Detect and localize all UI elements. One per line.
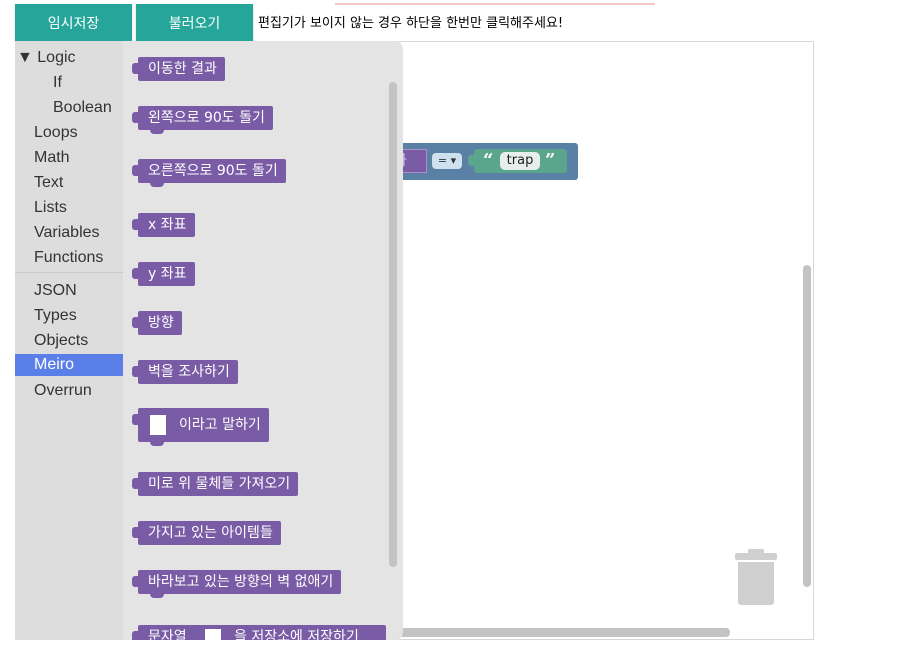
block-save-string-label-a: 문자열 [148,629,187,640]
category-loops[interactable]: Loops [34,124,78,141]
category-meiro[interactable]: Meiro [15,354,123,376]
block-save-string-label-b: 을 저장소에 저장하기 [234,629,359,640]
block-say-label: 이라고 말하기 [179,417,261,433]
operator-dropdown[interactable]: = ▾ [432,153,462,169]
block-say[interactable]: 이라고 말하기 [132,408,269,446]
block-direction[interactable]: 방향 [132,311,182,335]
block-move-result[interactable]: 이동한 결과 [132,57,225,81]
workspace-horizontal-scrollbar[interactable] [398,628,730,637]
block-remove-facing-wall[interactable]: 바라보고 있는 방향의 벽 없애기 [131,570,342,598]
temp-save-button[interactable]: 임시저장 [15,4,132,41]
block-held-items[interactable]: 가지고 있는 아이템들 [132,521,281,545]
quote-close: ” [545,150,556,171]
category-json[interactable]: JSON [34,282,77,299]
block-turn-right[interactable]: 오른쪽으로 90도 돌기 [132,159,286,187]
load-button[interactable]: 불러오기 [136,4,253,41]
toolbox: ▼ Logic If Boolean Loops Math Text Lists… [15,41,123,640]
block-save-string[interactable]: 문자열 을 저장소에 저장하기 [132,625,386,640]
category-overrun[interactable]: Overrun [34,382,92,399]
category-lists[interactable]: Lists [34,199,67,216]
block-turn-left[interactable]: 왼쪽으로 90도 돌기 [132,106,273,134]
save-string-input-socket [205,629,221,640]
block-get-maze-objects[interactable]: 미로 위 물체들 가져오기 [131,472,299,496]
block-check-wall[interactable]: 벽을 조사하기 [132,360,238,384]
block-flyout: 이동한 결과 왼쪽으로 90도 돌기 오른쪽으로 90도 돌기 x 좌표 y 좌… [123,41,403,640]
top-accent-line [335,3,655,5]
toolbox-separator [15,272,123,273]
category-text[interactable]: Text [34,174,64,191]
category-variables[interactable]: Variables [34,224,100,241]
flyout-scrollbar[interactable] [389,82,397,567]
category-objects[interactable]: Objects [34,332,89,349]
block-x-coordinate[interactable]: x 좌표 [132,213,195,237]
category-if[interactable]: If [53,74,62,91]
say-input-socket [150,415,166,435]
category-math[interactable]: Math [34,149,70,166]
workspace-vertical-scrollbar[interactable] [803,265,811,587]
block-y-coordinate[interactable]: y 좌표 [132,262,195,286]
editor-notice: 편집기가 보이지 않는 경우 하단을 한번만 클릭해주세요! [258,16,564,31]
category-functions[interactable]: Functions [34,249,104,266]
category-logic[interactable]: ▼ Logic [17,49,76,66]
quote-open: “ [483,150,494,171]
string-value-field[interactable]: trap [500,152,540,170]
category-boolean[interactable]: Boolean [53,99,112,116]
category-types[interactable]: Types [34,307,77,324]
